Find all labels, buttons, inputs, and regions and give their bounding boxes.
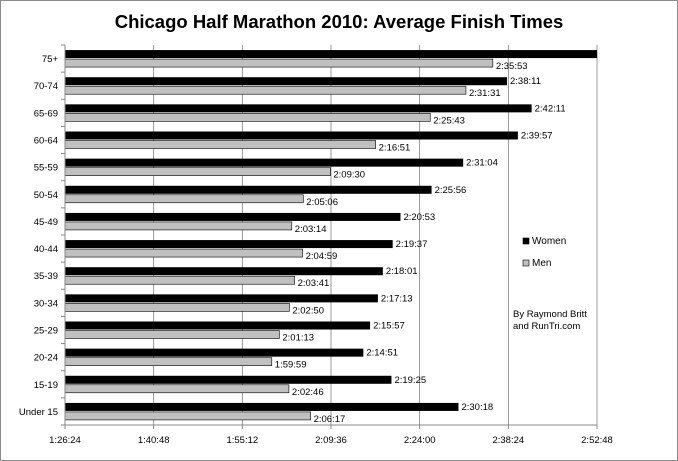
legend-label-women: Women — [532, 236, 566, 247]
credit-line-1: By Raymond Britt — [513, 309, 587, 320]
bar-men-55-59 — [64, 167, 331, 176]
data-label-men-55-59: 2:09:30 — [333, 170, 365, 181]
x-tick-label-2: 1:55:12 — [226, 435, 258, 446]
bar-women-75- — [65, 50, 597, 59]
data-label-men-65-69: 2:25:43 — [433, 115, 465, 126]
legend-swatch-women — [522, 237, 530, 245]
data-label-women-under-15: 2:30:18 — [461, 402, 493, 413]
data-label-men-60-64: 2:16:51 — [379, 143, 411, 154]
bar-men-65-69 — [64, 113, 431, 122]
y-tick-label-45-49: 45-49 — [34, 217, 58, 228]
data-label-men-20-24: 1:59:59 — [275, 360, 307, 371]
bar-women-55-59 — [65, 158, 464, 167]
data-label-men-25-29: 2:01:13 — [282, 333, 314, 344]
y-tick-label-55-59: 55-59 — [34, 163, 58, 174]
bar-women-70-74 — [65, 77, 507, 86]
data-label-women-40-44: 2:19:37 — [396, 239, 428, 250]
legend: Women Men — [522, 236, 566, 269]
data-label-men-70-74: 2:31:31 — [469, 88, 501, 99]
bar-men-70-74 — [64, 85, 467, 95]
data-label-women-35-39: 2:18:01 — [386, 266, 418, 277]
credit-annotation: By Raymond Britt and RunTri.com — [513, 309, 587, 332]
y-tick-label-15-19: 15-19 — [34, 380, 58, 391]
data-label-men-15-19: 2:02:46 — [292, 387, 324, 398]
legend-swatch-men — [522, 259, 530, 267]
bar-men-50-54 — [64, 194, 304, 204]
bar-women-40-44 — [65, 240, 393, 249]
bar-men-25-29 — [64, 330, 280, 339]
x-tick-label-6: 2:52:48 — [581, 435, 613, 446]
bar-men-40-44 — [64, 248, 303, 258]
bar-men-35-39 — [64, 275, 295, 285]
data-label-men-45-49: 2:03:14 — [295, 224, 327, 235]
data-label-women-15-19: 2:19:25 — [394, 375, 426, 386]
data-label-men-30-34: 2:02:50 — [292, 305, 324, 316]
bar-women-50-54 — [65, 185, 432, 194]
data-label-women-20-24: 2:14:51 — [366, 348, 398, 359]
y-tick-label-35-39: 35-39 — [34, 271, 58, 282]
bar-men-under-15 — [64, 411, 311, 421]
y-tick-label-75-: 75+ — [42, 54, 59, 65]
data-label-women-60-64: 2:39:57 — [521, 131, 553, 142]
x-tick-label-4: 2:24:00 — [404, 435, 436, 446]
data-label-men-75-: 2:35:53 — [496, 61, 528, 72]
data-label-women-30-34: 2:17:13 — [381, 293, 413, 304]
data-label-women-45-49: 2:20:53 — [403, 212, 435, 223]
data-label-women-55-59: 2:31:04 — [466, 158, 498, 169]
data-label-men-50-54: 2:05:06 — [306, 197, 338, 208]
y-tick-label-65-69: 65-69 — [34, 108, 58, 119]
gridlines — [153, 45, 598, 425]
axes: 75+ 70-74 65-69 60-64 55-59 50-54 45-49 40-44 35… — [19, 44, 613, 446]
bar-women-25-29 — [65, 321, 371, 330]
y-tick-label-50-54: 50-54 — [34, 190, 58, 201]
x-tick-label-5: 2:38:24 — [492, 435, 524, 446]
data-label-women-70-74: 2:38:11 — [510, 76, 541, 87]
credit-line-2: and RunTri.com — [513, 321, 580, 332]
bar-men-75- — [64, 58, 494, 68]
chart-title: Chicago Half Marathon 2010: Average Fini… — [115, 11, 564, 32]
y-tick-label-20-24: 20-24 — [34, 353, 58, 364]
bar-men-60-64 — [64, 140, 376, 149]
bar-men-45-49 — [64, 221, 293, 231]
bar-women-20-24 — [65, 348, 364, 357]
bar-women-15-19 — [65, 375, 392, 384]
bar-men-30-34 — [64, 303, 290, 312]
x-tick-label-1: 1:40:48 — [138, 435, 170, 446]
bar-women-45-49 — [65, 212, 401, 221]
bar-women-under-15 — [65, 402, 459, 411]
x-tick-label-3: 2:09:36 — [315, 435, 347, 446]
data-label-women-65-69: 2:42:11 — [535, 103, 566, 114]
data-label-women-25-29: 2:15:57 — [373, 321, 405, 332]
data-label-men-35-39: 2:03:41 — [298, 278, 330, 289]
y-tick-label-under-15: Under 15 — [19, 407, 58, 418]
bar-men-20-24 — [64, 357, 273, 366]
y-tick-label-70-74: 70-74 — [34, 81, 58, 92]
bar-women-65-69 — [65, 104, 532, 113]
data-label-men-40-44: 2:04:59 — [306, 251, 338, 262]
y-tick-label-60-64: 60-64 — [34, 136, 58, 147]
y-tick-label-25-29: 25-29 — [34, 326, 58, 337]
bar-women-60-64 — [65, 131, 518, 140]
legend-label-men: Men — [532, 258, 551, 269]
bar-women-35-39 — [65, 267, 383, 276]
bar-men-15-19 — [64, 384, 290, 394]
bar-women-30-34 — [65, 294, 378, 303]
data-label-men-under-15: 2:06:17 — [314, 414, 346, 425]
y-tick-label-30-34: 30-34 — [34, 298, 58, 309]
data-labels: 2:35:53 2:38:11 2:31:31 2:42:11 2:25:43 2:39:… — [275, 61, 566, 425]
data-label-women-50-54: 2:25:56 — [435, 185, 467, 196]
y-tick-label-40-44: 40-44 — [34, 244, 58, 255]
x-tick-label-0: 1:26:24 — [49, 435, 81, 446]
